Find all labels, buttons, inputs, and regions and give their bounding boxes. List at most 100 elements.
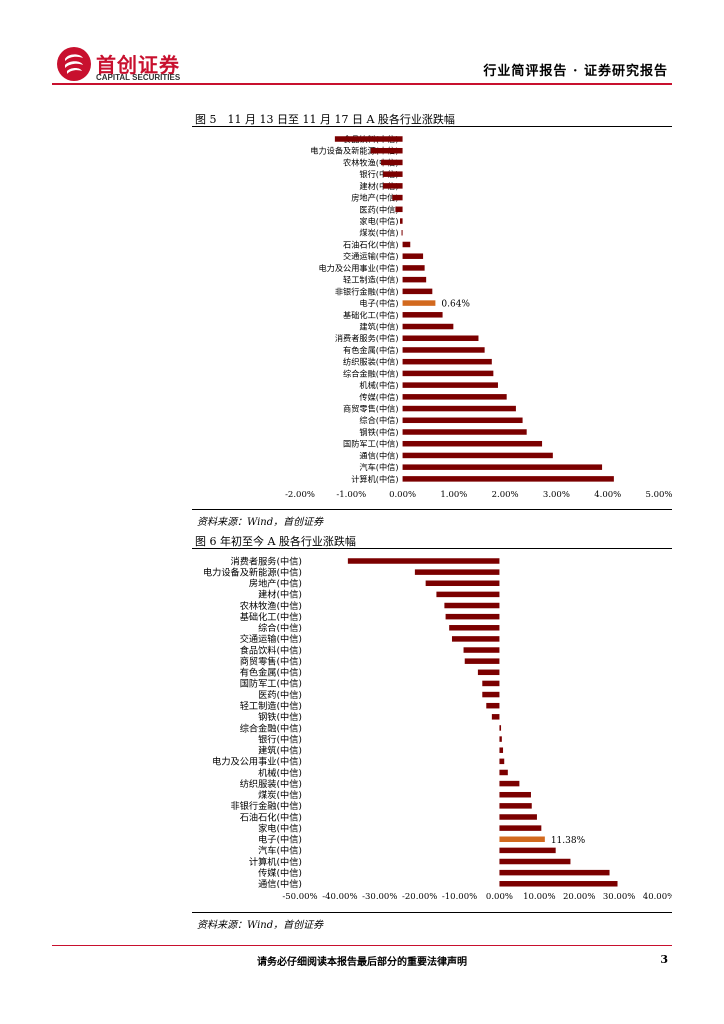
category-label: 石油石化(中信) (240, 811, 302, 823)
bar (403, 371, 494, 377)
bar (403, 347, 485, 353)
x-tick-label: -50.00% (282, 892, 317, 902)
bar (499, 825, 541, 831)
x-tick-label: -40.00% (322, 892, 357, 902)
category-label: 汽车(中信) (258, 845, 302, 857)
bar (403, 324, 454, 330)
figure-5-source: 资料来源：Wind，首创证券 (197, 513, 323, 528)
bar (465, 658, 500, 664)
category-label: 纺织服装(中信) (343, 357, 399, 367)
report-type-label: 行业简评报告 · 证券研究报告 (483, 60, 668, 79)
bar (395, 207, 402, 213)
bar (403, 265, 425, 271)
bar (403, 253, 424, 259)
bar (371, 148, 403, 154)
category-label: 基础化工(中信) (343, 310, 399, 320)
category-label: 综合(中信) (258, 622, 302, 634)
category-label: 通信(中信) (258, 878, 302, 890)
figure-5-chart: 食品饮料(中信)电力设备及新能源(中信)农林牧渔(中信)银行(中信)建材(中信)… (192, 130, 672, 506)
figure-6-bottom-rule (192, 912, 672, 913)
bar (478, 670, 500, 676)
category-label: 轻工制造(中信) (343, 275, 399, 285)
category-label: 纺织服装(中信) (240, 778, 302, 790)
bar (403, 359, 492, 365)
bar (403, 429, 527, 435)
bar (499, 792, 531, 798)
legal-notice: 请务必仔细阅读本报告最后部分的重要法律声明 (0, 953, 724, 968)
category-label: 传媒(中信) (258, 867, 302, 879)
bar (392, 195, 402, 201)
bar (426, 581, 500, 587)
bar (381, 160, 403, 166)
footer-divider (52, 945, 672, 946)
x-tick-label: -2.00% (285, 490, 315, 500)
x-tick-label: 4.00% (594, 490, 621, 500)
category-label: 煤炭(中信) (359, 228, 398, 238)
category-label: 综合金融(中信) (240, 722, 302, 734)
bar (403, 464, 603, 470)
category-label: 家电(中信) (258, 822, 302, 834)
category-label: 钢铁(中信) (258, 711, 302, 723)
category-label: 有色金属(中信) (240, 667, 302, 679)
bar (400, 218, 403, 224)
x-tick-label: 0.00% (389, 490, 416, 500)
category-label: 房地产(中信) (351, 193, 398, 203)
bar (499, 736, 501, 742)
bar (446, 614, 500, 620)
x-tick-label: 5.00% (645, 490, 672, 500)
category-label: 有色金属(中信) (343, 345, 399, 355)
bar (482, 692, 499, 698)
bar (499, 859, 570, 865)
bar (383, 183, 402, 189)
category-label: 石油石化(中信) (343, 239, 399, 249)
category-label: 医药(中信) (359, 204, 398, 214)
bar (499, 803, 531, 809)
bar (415, 569, 500, 575)
bar (383, 171, 402, 177)
x-tick-label: 20.00% (563, 892, 595, 902)
x-tick-label: 40.00% (643, 892, 672, 902)
category-label: 非银行金融(中信) (335, 286, 399, 296)
page-number: 3 (660, 953, 668, 966)
logo-emblem-icon (56, 46, 92, 82)
category-label: 轻工制造(中信) (240, 700, 302, 712)
figure-5-bottom-rule (192, 509, 672, 510)
category-label: 食品饮料(中信) (240, 644, 302, 656)
bar (452, 636, 499, 642)
figure-6-title: 图 6 年初至今 A 股各行业涨跌幅 (195, 533, 356, 549)
bar (499, 781, 519, 787)
category-label: 消费者服务(中信) (335, 333, 399, 343)
bar (499, 848, 555, 854)
category-label: 通信(中信) (359, 450, 398, 460)
bar (436, 592, 499, 598)
category-label: 机械(中信) (359, 380, 398, 390)
bar (403, 312, 443, 318)
x-tick-label: 0.00% (486, 892, 513, 902)
x-tick-label: 1.00% (440, 490, 467, 500)
category-label: 建筑(中信) (359, 321, 398, 331)
category-label: 综合金融(中信) (343, 368, 399, 378)
bar (499, 837, 544, 843)
category-label: 家电(中信) (359, 216, 398, 226)
category-label: 电力设备及新能源(中信) (203, 566, 302, 578)
category-label: 医药(中信) (258, 689, 302, 701)
bar (403, 441, 542, 447)
category-label: 消费者服务(中信) (231, 555, 302, 567)
category-label: 汽车(中信) (359, 462, 398, 472)
category-label: 建材(中信) (258, 589, 302, 601)
bar (403, 394, 507, 400)
bar (403, 476, 614, 482)
bar (499, 759, 504, 765)
category-label: 非银行金融(中信) (231, 800, 302, 812)
category-label: 煤炭(中信) (258, 789, 302, 801)
category-label: 商贸零售(中信) (343, 404, 399, 414)
category-label: 房地产(中信) (249, 578, 302, 590)
bar (403, 406, 516, 412)
category-label: 电子(中信) (258, 834, 302, 846)
bar (403, 453, 553, 459)
bar (335, 136, 403, 142)
category-label: 综合(中信) (359, 415, 398, 425)
category-label: 交通运输(中信) (240, 633, 302, 645)
bar (499, 725, 501, 731)
bar (482, 681, 499, 687)
